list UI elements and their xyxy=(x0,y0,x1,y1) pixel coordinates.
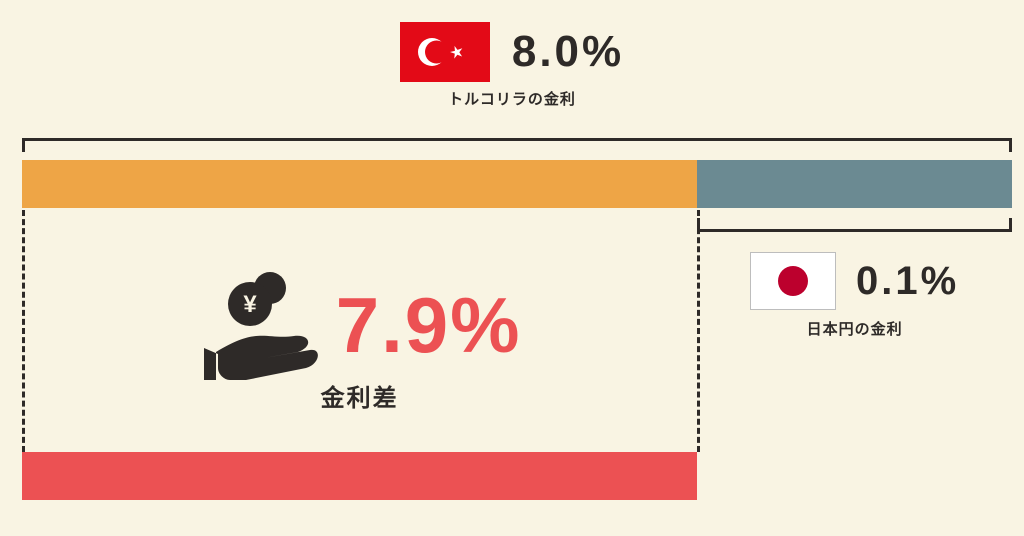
turkey-caption: トルコリラの金利 xyxy=(448,88,576,109)
japan-flag-disc-icon xyxy=(778,266,808,296)
stacked-bar xyxy=(22,160,1012,208)
japan-label-block: 0.1% 日本円の金利 xyxy=(697,252,1012,339)
japan-caption: 日本円の金利 xyxy=(807,318,903,339)
japan-flag-icon xyxy=(750,252,836,310)
hand-coin-icon: ¥ xyxy=(198,270,318,380)
difference-value: 7.9% xyxy=(336,280,522,371)
bar-segment-difference xyxy=(22,160,697,208)
japan-rate-value: 0.1% xyxy=(856,259,959,304)
difference-bar xyxy=(22,452,697,500)
dashed-guide-right xyxy=(697,210,700,452)
difference-row: ¥ 7.9% xyxy=(198,270,522,380)
japan-row: 0.1% xyxy=(750,252,959,310)
turkey-rate-value: 8.0% xyxy=(512,27,624,77)
bar-segment-japan xyxy=(697,160,1012,208)
japan-span-bracket xyxy=(697,218,1012,232)
turkey-span-bracket xyxy=(22,138,1012,152)
svg-text:¥: ¥ xyxy=(243,291,257,318)
difference-block: ¥ 7.9% 金利差 xyxy=(22,270,697,413)
infographic-stage: 8.0% トルコリラの金利 0.1% 日本円の金利 xyxy=(0,0,1024,536)
turkey-row: 8.0% xyxy=(400,22,624,82)
difference-caption: 金利差 xyxy=(321,378,399,413)
turkey-flag-icon xyxy=(400,22,490,82)
turkey-label-block: 8.0% トルコリラの金利 xyxy=(0,22,1024,109)
